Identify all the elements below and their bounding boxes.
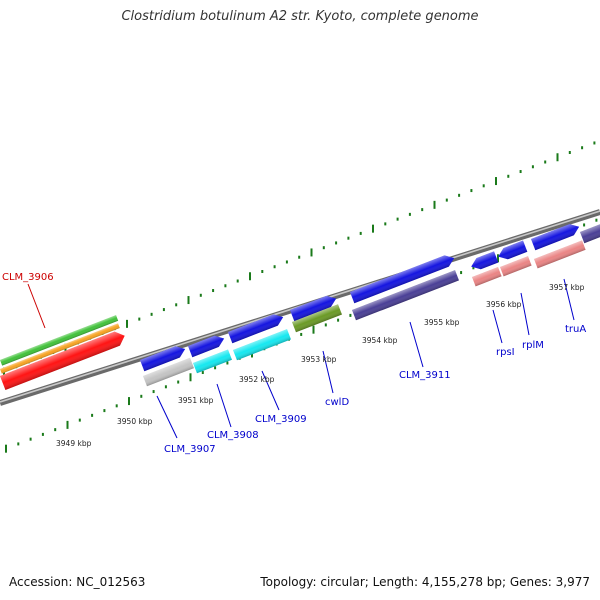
map-title: Clostridium botulinum A2 str. Kyoto, com… xyxy=(121,9,479,24)
gene-clm-3909 xyxy=(228,314,284,344)
label-leaders xyxy=(27,278,575,439)
gene-trua-lower xyxy=(534,240,586,269)
gene-rpsi-lower xyxy=(472,266,502,287)
gene-features xyxy=(0,224,600,390)
tick-label: 3957 kbp xyxy=(549,283,585,292)
gene-shading xyxy=(498,240,528,260)
gene-trua xyxy=(531,224,580,251)
leader-line xyxy=(27,283,46,329)
leader-line xyxy=(322,350,334,394)
gene-clm-3906-orange xyxy=(0,323,120,374)
accession-label: Accession: NC_012563 xyxy=(9,575,146,589)
gene-clm-3907 xyxy=(140,346,186,372)
gene-shading xyxy=(580,224,600,244)
leader-line xyxy=(492,309,503,344)
gene-label: CLM_3907 xyxy=(164,444,216,455)
tick-label: 3955 kbp xyxy=(424,318,460,327)
gene-label: CLM_3909 xyxy=(255,414,307,425)
gene-label: CLM_3911 xyxy=(399,370,451,381)
tick-label: 3956 kbp xyxy=(486,300,522,309)
tick-labels: 3949 kbp 3950 kbp 3951 kbp 3952 kbp 3953 kbp… xyxy=(56,283,585,448)
gene-clm-3908-lower xyxy=(193,349,232,374)
tick-label: 3952 kbp xyxy=(239,375,275,384)
gene-shading xyxy=(292,304,342,333)
gene-shading xyxy=(140,346,186,372)
gene-shading xyxy=(0,331,125,390)
tick-label: 3950 kbp xyxy=(117,417,153,426)
gene-clm-3907-lower xyxy=(143,357,194,387)
gene-label: rpsI xyxy=(496,347,515,358)
gene-shading xyxy=(350,255,455,304)
gene-clm-3908 xyxy=(188,335,225,358)
gene-clm-3906-green xyxy=(0,315,119,366)
gene-next xyxy=(580,224,600,244)
tick-label: 3949 kbp xyxy=(56,439,92,448)
gene-shading xyxy=(531,224,580,251)
leader-line xyxy=(156,395,178,439)
gene-label: CLM_3908 xyxy=(207,430,259,441)
gene-label: truA xyxy=(565,324,586,335)
gene-shading xyxy=(500,256,532,277)
gene-rplm-lower xyxy=(500,256,532,277)
leader-line xyxy=(409,321,424,368)
gene-shading xyxy=(471,251,499,270)
gene-shading xyxy=(233,329,291,361)
gene-label: CLM_3906 xyxy=(2,272,54,283)
gene-shading xyxy=(472,266,502,287)
leader-line xyxy=(520,292,530,336)
gene-labels: CLM_3906 CLM_3907 CLM_3908 CLM_3909 cwlD CLM_… xyxy=(2,272,586,455)
gene-shading xyxy=(193,349,232,374)
gene-clm-3909-lower xyxy=(233,329,291,361)
gene-cwld xyxy=(290,295,337,322)
gene-shading xyxy=(228,314,284,344)
gene-shading xyxy=(188,335,225,358)
gene-shading xyxy=(0,323,120,374)
gene-shading xyxy=(352,270,459,321)
gene-label: cwlD xyxy=(325,397,349,408)
leader-line xyxy=(563,278,575,321)
gene-clm-3911 xyxy=(350,255,455,304)
leader-line xyxy=(216,383,232,428)
gene-shading xyxy=(534,240,586,269)
tick-label: 3953 kbp xyxy=(301,355,337,364)
gene-rpsi xyxy=(471,251,499,270)
gene-shading xyxy=(290,295,337,322)
gene-rplm xyxy=(498,240,528,260)
gene-clm-3911-lower xyxy=(352,270,459,321)
gene-shading xyxy=(143,357,194,387)
genome-summary-label: Topology: circular; Length: 4,155,278 bp… xyxy=(260,575,590,589)
gene-clm-3906-red xyxy=(0,331,125,390)
tick-label: 3954 kbp xyxy=(362,336,398,345)
tick-label: 3951 kbp xyxy=(178,396,214,405)
leader-line xyxy=(261,370,280,411)
gene-label: rplM xyxy=(522,340,544,351)
gene-shading xyxy=(0,315,119,366)
gene-cwld-lower xyxy=(292,304,342,333)
